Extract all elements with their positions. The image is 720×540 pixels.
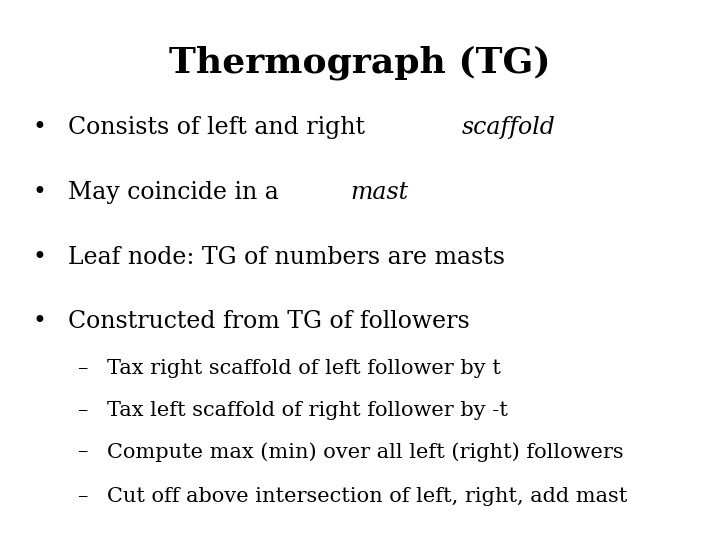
Text: •: •	[32, 246, 47, 269]
Text: Consists of left and right: Consists of left and right	[68, 116, 373, 139]
Text: Tax left scaffold of right follower by -t: Tax left scaffold of right follower by -…	[107, 401, 508, 420]
Text: Thermograph (TG): Thermograph (TG)	[169, 46, 551, 80]
Text: –: –	[78, 487, 88, 506]
Text: Cut off above intersection of left, right, add mast: Cut off above intersection of left, righ…	[107, 487, 627, 506]
Text: •: •	[32, 181, 47, 204]
Text: •: •	[32, 310, 47, 334]
Text: May coincide in a: May coincide in a	[68, 181, 287, 204]
Text: –: –	[78, 401, 88, 420]
Text: scaffold: scaffold	[462, 116, 555, 139]
Text: Constructed from TG of followers: Constructed from TG of followers	[68, 310, 470, 334]
Text: mast: mast	[350, 181, 408, 204]
Text: •: •	[32, 116, 47, 139]
Text: –: –	[78, 442, 88, 461]
Text: Tax right scaffold of left follower by t: Tax right scaffold of left follower by t	[107, 359, 500, 378]
Text: Leaf node: TG of numbers are masts: Leaf node: TG of numbers are masts	[68, 246, 505, 269]
Text: Compute max (min) over all left (right) followers: Compute max (min) over all left (right) …	[107, 442, 624, 462]
Text: –: –	[78, 359, 88, 378]
